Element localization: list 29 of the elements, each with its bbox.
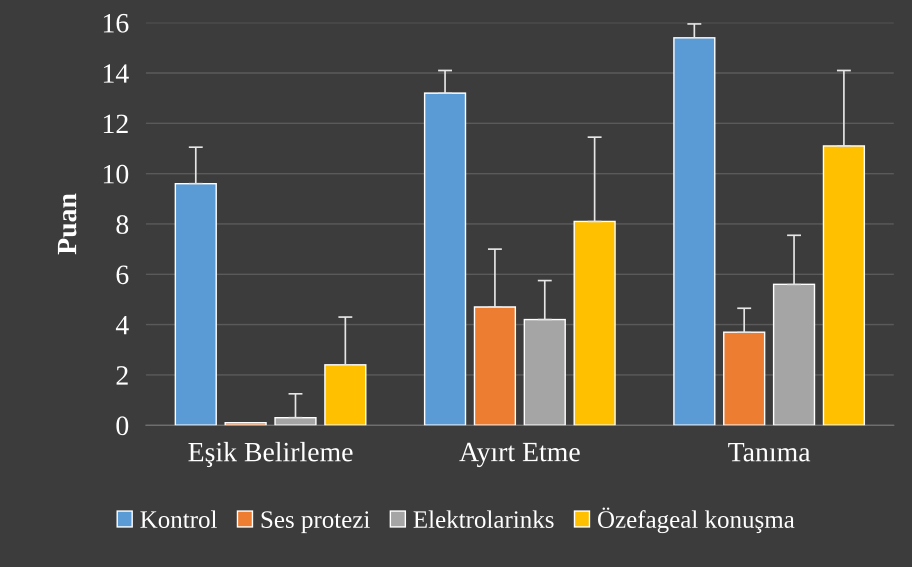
y-tick-label: 8 [116, 215, 128, 234]
bar [524, 318, 566, 426]
y-tick-label: 4 [116, 316, 129, 334]
bar [822, 145, 866, 426]
y-tick-label: 12 [104, 114, 128, 133]
y-tick-label: 6 [116, 266, 128, 284]
bar [573, 220, 616, 426]
bar [673, 37, 716, 426]
x-tick-label: Eşik Belirleme [188, 442, 353, 468]
y-tick-label: 0 [116, 416, 128, 436]
x-tick-label: Tanıma [728, 443, 810, 462]
y-tick-label: 10 [104, 164, 128, 184]
x-tick-label: Ayırt Etme [459, 442, 580, 468]
bar [324, 364, 366, 426]
y-tick-label: 16 [104, 14, 128, 33]
bar [424, 92, 466, 426]
y-axis-title: Puan [58, 194, 76, 254]
y-tick-label: 14 [104, 64, 129, 83]
bar [723, 331, 766, 426]
bar [174, 183, 217, 426]
legend-label: Kontrol [140, 510, 217, 528]
legend-label: Ses protezi [262, 511, 370, 534]
legend-label: Elektrolarinks [414, 510, 554, 528]
y-tick-label: 2 [116, 366, 128, 385]
legend-label: Özefageal konuşma [598, 507, 794, 534]
bar [224, 422, 267, 426]
bar [274, 417, 317, 426]
bar [474, 306, 516, 426]
bar [772, 284, 816, 426]
